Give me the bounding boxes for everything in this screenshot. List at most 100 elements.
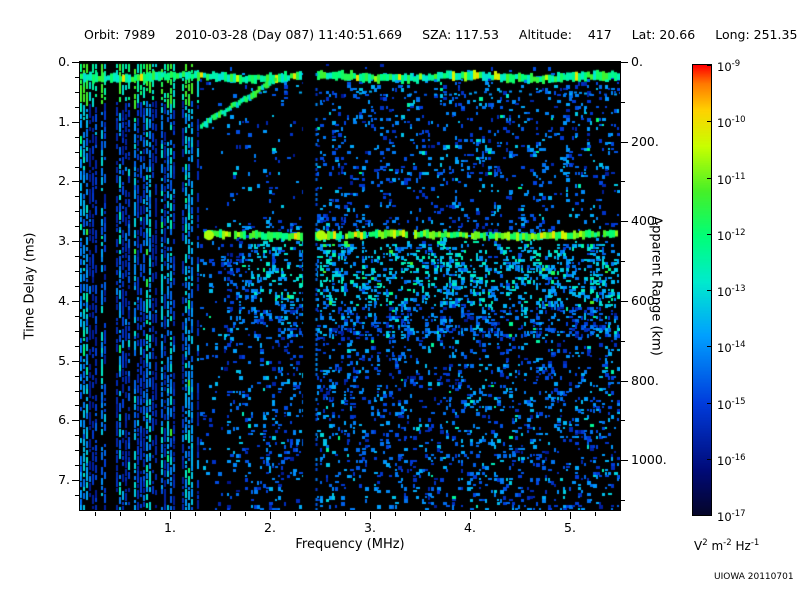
header-field: Long: 251.35 (715, 27, 798, 42)
y-right-minor-tick (621, 420, 625, 422)
x-minor-tick (295, 512, 296, 516)
colorbar-tick-label: 10-12 (717, 227, 746, 243)
x-minor-tick (195, 512, 196, 516)
y-left-tick (72, 62, 79, 63)
y-left-tick (72, 121, 79, 123)
x-minor-tick (145, 512, 146, 516)
colorbar-exponent: -16 (731, 452, 746, 463)
y-right-minor-tick (621, 101, 625, 103)
x-minor-tick (545, 512, 546, 516)
colorbar-tick (707, 121, 711, 123)
x-tick-label: 2. (264, 520, 276, 535)
y-left-tick (72, 420, 79, 422)
colorbar-tick-label: 10-16 (717, 452, 746, 468)
colorbar-exponent: -17 (731, 509, 746, 519)
colorbar-tick-label: 10-15 (717, 396, 746, 412)
x-minor-tick (445, 512, 446, 516)
x-minor-tick (420, 512, 421, 516)
colorbar-tick (707, 177, 711, 179)
header-field: 2010-03-28 (Day 087) 11:40:51.669 (175, 27, 403, 42)
y-right-tick-label: 1000. (631, 452, 667, 468)
colorbar-tick (707, 515, 711, 516)
y-left-tick-label: 1. (58, 113, 70, 129)
y-left-tick-label: 2. (58, 173, 70, 189)
x-axis-title: Frequency (MHz) (295, 537, 405, 552)
y-left-tick (72, 480, 79, 482)
x-minor-tick (245, 512, 246, 516)
colorbar-exponent: -10 (731, 115, 746, 126)
y-right-minor-tick (621, 340, 625, 342)
colorbar-exponent: -9 (731, 59, 741, 69)
credit-text: UIOWA 20110701 (714, 572, 794, 582)
y-left-tick (72, 181, 79, 183)
header-info: Orbit: 7989 2010-03-28 (Day 087) 11:40:51… (84, 27, 797, 42)
x-minor-tick (220, 512, 221, 516)
y-right-minor-tick (621, 500, 625, 502)
y-right-tick (621, 141, 628, 143)
colorbar-tick (707, 346, 711, 348)
colorbar-exponent: -14 (731, 340, 746, 351)
x-tick (470, 512, 471, 519)
colorbar-tick (707, 458, 711, 460)
y-left-tick-label: 0. (58, 54, 70, 69)
colorbar-tick (707, 65, 711, 66)
y-axis-title-left: Time Delay (ms) (22, 232, 38, 340)
colorbar-canvas (693, 65, 711, 515)
y-left-tick (72, 241, 79, 243)
x-tick-label: 1. (164, 520, 176, 535)
y-right-tick (621, 62, 628, 63)
y-right-tick (621, 221, 628, 223)
y-right-minor-tick (621, 181, 625, 183)
colorbar-unit-label: V2 m-2 Hz-1 (694, 538, 760, 553)
spectrogram-plot (79, 61, 621, 511)
header-field: Altitude: 417 (518, 27, 612, 42)
colorbar-tick-label: 10-9 (717, 59, 741, 74)
y-axis-title-right: Apparent Range (km) (648, 216, 664, 356)
colorbar-exponent: -11 (731, 171, 746, 182)
x-minor-tick (595, 512, 596, 516)
y-right-minor-tick (621, 261, 625, 263)
x-minor-tick (320, 512, 321, 516)
colorbar-exponent: -13 (731, 284, 746, 294)
y-left-tick (72, 300, 79, 302)
unit-exponent: -1 (750, 538, 760, 548)
unit-exponent: -2 (723, 538, 732, 548)
x-tick (370, 512, 371, 519)
x-minor-tick (345, 512, 346, 516)
y-right-tick (621, 380, 628, 382)
spectrogram-canvas (80, 62, 620, 510)
colorbar-tick (707, 233, 711, 235)
x-minor-tick (495, 512, 496, 516)
colorbar-tick (707, 402, 711, 404)
y-right-tick (621, 460, 628, 462)
colorbar-tick-label: 10-11 (717, 171, 746, 187)
colorbar-tick-label: 10-14 (717, 340, 746, 356)
header-field: SZA: 117.53 (422, 27, 499, 42)
y-left-tick (72, 360, 79, 362)
colorbar-exponent: -15 (731, 396, 746, 407)
y-right-tick-label: 800. (631, 372, 659, 388)
x-minor-tick (395, 512, 396, 516)
x-tick-label: 5. (564, 520, 576, 535)
colorbar-tick (707, 290, 711, 291)
y-right-tick-label: 200. (631, 133, 659, 149)
colorbar-tick-label: 10-13 (717, 284, 746, 299)
y-left-tick-label: 7. (58, 472, 70, 488)
x-tick (170, 512, 171, 519)
x-tick (270, 512, 271, 519)
y-left-tick-label: 3. (58, 233, 70, 249)
unit-exponent: 2 (702, 538, 708, 548)
y-left-tick-label: 5. (58, 352, 70, 368)
colorbar-tick-label: 10-10 (717, 115, 746, 131)
colorbar (692, 64, 712, 516)
x-tick-label: 3. (364, 520, 376, 535)
header-field: Lat: 20.66 (631, 27, 696, 42)
colorbar-tick-label: 10-17 (717, 509, 746, 524)
header-field: Orbit: 7989 (84, 27, 156, 42)
colorbar-exponent: -12 (731, 227, 746, 238)
y-right-tick (621, 300, 628, 302)
y-left-tick-label: 4. (58, 292, 70, 308)
y-right-tick-label: 0. (631, 54, 643, 69)
x-tick (570, 512, 571, 519)
